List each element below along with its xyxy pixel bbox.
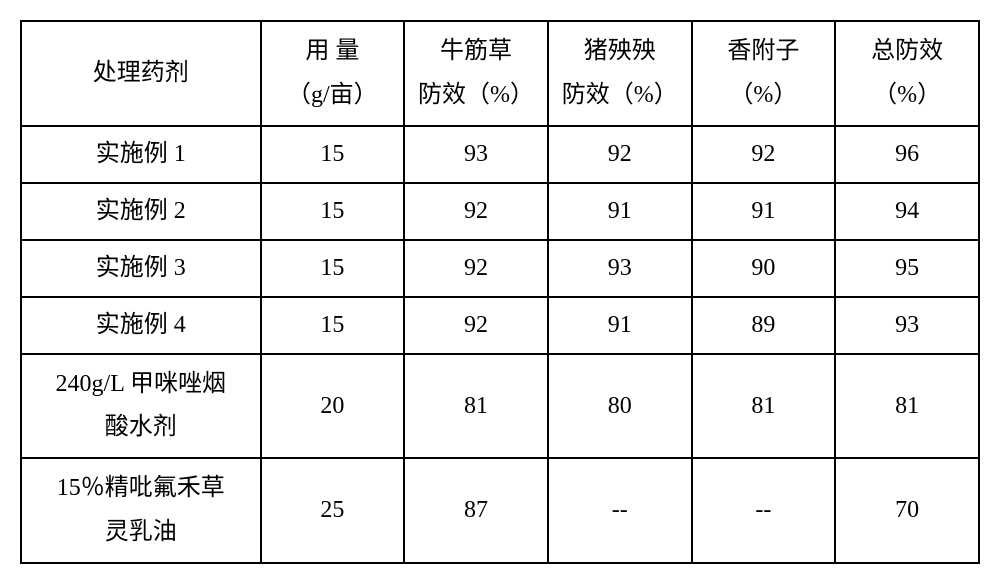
efficacy-table: 处理药剂 用 量 （g/亩） 牛筋草 防效（%） 猪殃殃 防效（%） 香附子 （… (20, 20, 980, 564)
header-cyperus-line1: 香附子 (727, 38, 799, 64)
cell-portulaca: 93 (548, 240, 692, 297)
header-eleusine-line1: 牛筋草 (440, 38, 512, 64)
header-cyperus: 香附子 （%） (692, 21, 836, 126)
header-portulaca-line2: 防效（%） (562, 82, 678, 108)
header-row: 处理药剂 用 量 （g/亩） 牛筋草 防效（%） 猪殃殃 防效（%） 香附子 （… (21, 21, 979, 126)
cell-total: 95 (835, 240, 979, 297)
cell-cyperus: 91 (692, 183, 836, 240)
cell-portulaca: 91 (548, 183, 692, 240)
cell-cyperus: 92 (692, 126, 836, 183)
cell-cyperus: 90 (692, 240, 836, 297)
cell-eleusine: 87 (404, 458, 548, 562)
cell-treatment-line2: 酸水剂 (105, 414, 177, 440)
cell-treatment-line2: 灵乳油 (105, 519, 177, 545)
cell-treatment-line1: 15％精吡氟禾草 (57, 475, 225, 501)
cell-total: 81 (835, 354, 979, 458)
cell-dosage: 25 (261, 458, 405, 562)
cell-eleusine: 81 (404, 354, 548, 458)
header-treatment: 处理药剂 (21, 21, 261, 126)
cell-total: 96 (835, 126, 979, 183)
cell-treatment-line1: 240g/L 甲咪唑烟 (56, 371, 226, 397)
cell-portulaca: 91 (548, 297, 692, 354)
cell-eleusine: 92 (404, 183, 548, 240)
cell-total: 94 (835, 183, 979, 240)
cell-dosage: 15 (261, 297, 405, 354)
table-body: 实施例 11593929296实施例 21592919194实施例 315929… (21, 126, 979, 563)
efficacy-table-container: 处理药剂 用 量 （g/亩） 牛筋草 防效（%） 猪殃殃 防效（%） 香附子 （… (20, 20, 980, 564)
header-eleusine-line2: 防效（%） (418, 82, 534, 108)
cell-dosage: 15 (261, 126, 405, 183)
header-dosage-line2: （g/亩） (287, 82, 378, 108)
header-total: 总防效 （%） (835, 21, 979, 126)
cell-cyperus: 81 (692, 354, 836, 458)
cell-portulaca: 92 (548, 126, 692, 183)
table-row: 实施例 31592939095 (21, 240, 979, 297)
table-header: 处理药剂 用 量 （g/亩） 牛筋草 防效（%） 猪殃殃 防效（%） 香附子 （… (21, 21, 979, 126)
cell-portulaca: 80 (548, 354, 692, 458)
cell-treatment: 实施例 4 (21, 297, 261, 354)
cell-cyperus: -- (692, 458, 836, 562)
table-row: 15％精吡氟禾草灵乳油2587----70 (21, 458, 979, 562)
cell-treatment: 15％精吡氟禾草灵乳油 (21, 458, 261, 562)
cell-eleusine: 92 (404, 240, 548, 297)
cell-eleusine: 93 (404, 126, 548, 183)
header-treatment-text: 处理药剂 (93, 60, 189, 86)
cell-portulaca: -- (548, 458, 692, 562)
cell-treatment: 实施例 3 (21, 240, 261, 297)
cell-dosage: 15 (261, 240, 405, 297)
cell-dosage: 20 (261, 354, 405, 458)
cell-treatment: 实施例 1 (21, 126, 261, 183)
header-cyperus-line2: （%） (729, 82, 797, 108)
header-portulaca-line1: 猪殃殃 (584, 38, 656, 64)
header-dosage: 用 量 （g/亩） (261, 21, 405, 126)
cell-dosage: 15 (261, 183, 405, 240)
header-dosage-line1: 用 量 (305, 38, 359, 64)
header-total-line2: （%） (873, 82, 941, 108)
header-total-line1: 总防效 (871, 38, 943, 64)
table-row: 240g/L 甲咪唑烟酸水剂2081808181 (21, 354, 979, 458)
table-row: 实施例 41592918993 (21, 297, 979, 354)
cell-eleusine: 92 (404, 297, 548, 354)
table-row: 实施例 21592919194 (21, 183, 979, 240)
cell-cyperus: 89 (692, 297, 836, 354)
header-portulaca: 猪殃殃 防效（%） (548, 21, 692, 126)
cell-total: 93 (835, 297, 979, 354)
cell-total: 70 (835, 458, 979, 562)
cell-treatment: 240g/L 甲咪唑烟酸水剂 (21, 354, 261, 458)
header-eleusine: 牛筋草 防效（%） (404, 21, 548, 126)
table-row: 实施例 11593929296 (21, 126, 979, 183)
cell-treatment: 实施例 2 (21, 183, 261, 240)
